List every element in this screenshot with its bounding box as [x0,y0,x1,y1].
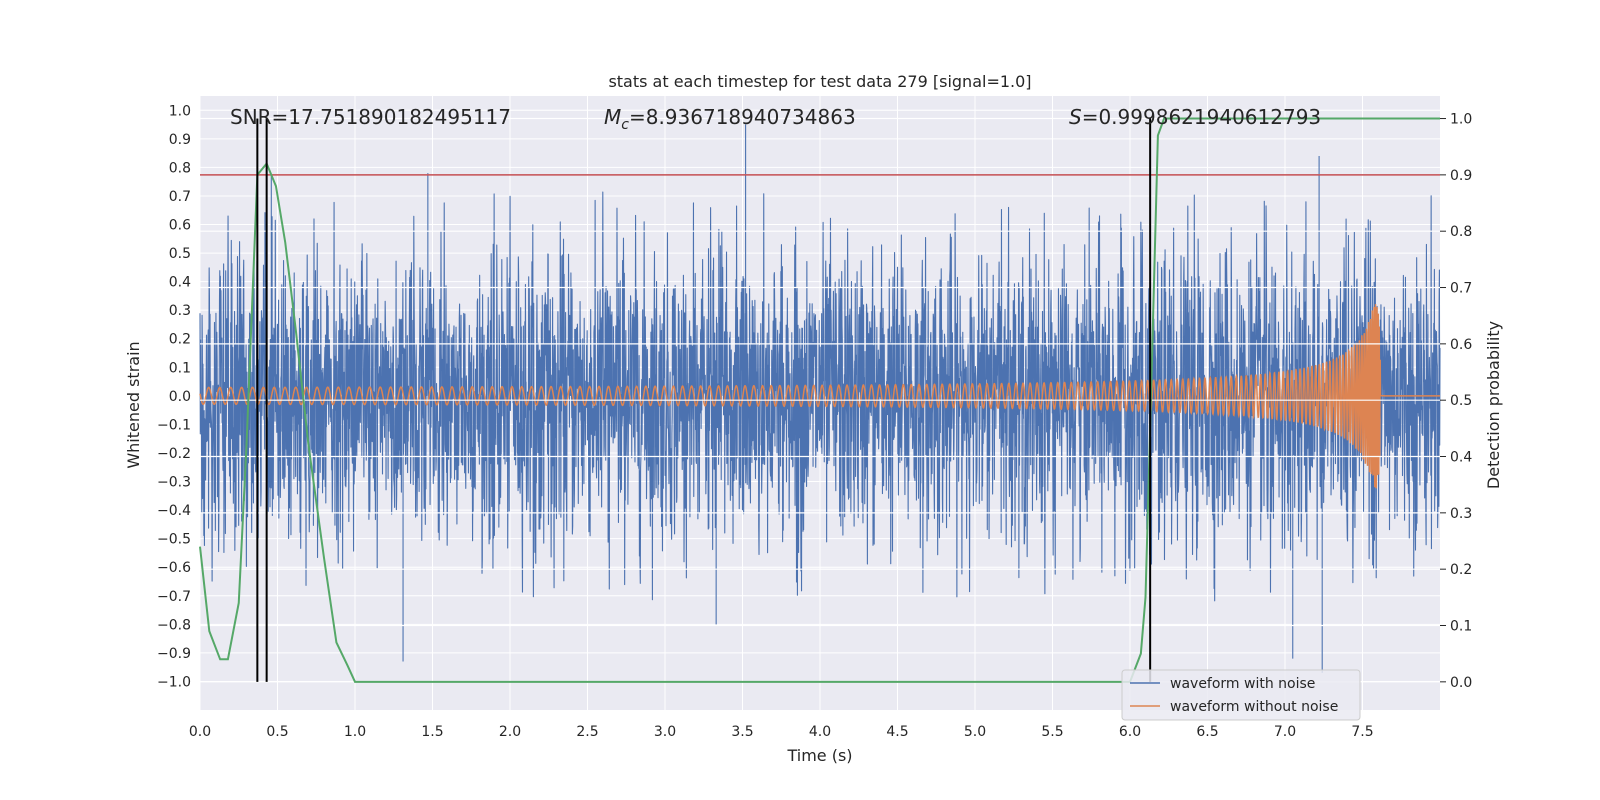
y-tick-label: −0.4 [157,503,191,519]
y-tick-label: 0.1 [169,360,191,376]
y-tick-label: 0.4 [169,275,191,291]
x-tick-label: 4.0 [809,724,831,740]
vertical-markers [256,118,1152,682]
x-tick-label: 3.5 [731,724,753,740]
annotation-chirp-mass: Mc=8.936718940734863 [604,105,856,133]
y-axis-label: Whitened strain [124,341,143,468]
annotation-snr: SNR=17.751890182495117 [230,105,511,129]
x-tick-label: 2.5 [576,724,598,740]
y-tick-label: −0.5 [157,532,191,548]
annotation-mc-value: =8.936718940734863 [629,105,856,129]
legend: waveform with noise waveform without noi… [1121,669,1361,721]
annotation-mc-symbol: M [604,105,621,129]
x-tick-label: 2.0 [499,724,521,740]
x-tick-label: 0.5 [266,724,288,740]
clean-waveform-line [199,304,1440,489]
y-tick-label: 0.0 [169,389,191,405]
x-tick-label: 5.0 [964,724,986,740]
chart-title: stats at each timestep for test data 279… [608,72,1031,91]
x-axis-label: Time (s) [786,746,852,765]
y2-tick-label: 0.9 [1450,168,1472,184]
y2-tick-label: 0.7 [1450,281,1472,297]
legend-label-clean: waveform without noise [1170,699,1338,715]
x-tick-label: 7.0 [1274,724,1296,740]
y-tick-label: −0.8 [157,617,191,633]
series-waveform-without-noise [199,304,1440,489]
y2-tick-label: 0.2 [1450,562,1472,578]
y-tick-label: 0.6 [169,218,191,234]
x-tick-label: 1.0 [344,724,366,740]
x-tick-label: 6.0 [1119,724,1141,740]
series-waveform-with-noise [199,124,1441,673]
y2-axis-ticks: 1.0 0.9 0.8 0.7 0.6 0.5 0.4 0.3 0.2 0.1 0.0 [1440,112,1472,691]
y2-axis-label: Detection probability [1484,321,1503,489]
x-tick-label: 4.5 [886,724,908,740]
x-tick-label: 6.5 [1196,724,1218,740]
legend-box [1121,669,1361,721]
y-tick-label: 0.8 [169,160,191,176]
y-tick-label: 0.5 [169,246,191,262]
detection-probability-line [199,117,1440,683]
y-tick-label: −0.1 [157,417,191,433]
y-axis-ticks: 1.0 0.9 0.8 0.7 0.6 0.5 0.4 0.3 0.2 0.1 0.0 −0.1 −0.… [157,103,191,690]
y2-tick-label: 0.8 [1450,224,1472,240]
x-tick-label: 5.5 [1041,724,1063,740]
annotation-s-symbol: S [1069,105,1082,129]
x-tick-label: 1.5 [421,724,443,740]
y-tick-label: 0.7 [169,189,191,205]
y-tick-label: −0.6 [157,560,191,576]
y-tick-label: 1.0 [169,103,191,119]
x-tick-label: 7.5 [1351,724,1373,740]
y-tick-label: 0.3 [169,303,191,319]
y2-tick-label: 0.0 [1450,675,1472,691]
x-tick-label: 3.0 [654,724,676,740]
x-axis-ticks: 0.0 0.5 1.0 1.5 2.0 2.5 3.0 3.5 4.0 4.5 5.0 5.5 6.0 6… [189,724,1374,740]
y-tick-label: −0.7 [157,589,191,605]
x-tick-label: 0.0 [189,724,211,740]
y-tick-label: −0.2 [157,446,191,462]
y-tick-label: 0.9 [169,132,191,148]
y-tick-label: 0.2 [169,332,191,348]
y2-tick-label: 0.5 [1450,393,1472,409]
y2-tick-label: 0.4 [1450,450,1472,466]
y2-tick-label: 0.1 [1450,619,1472,635]
annotation-s-value: =0.9998621940612793 [1082,105,1321,129]
y2-tick-label: 1.0 [1450,112,1472,128]
y-tick-label: −1.0 [157,674,191,690]
y2-tick-label: 0.3 [1450,506,1472,522]
annotation-mc-subscript: c [621,117,629,133]
noise-waveform-line [199,124,1441,673]
y2-tick-label: 0.6 [1450,337,1472,353]
series-detection-probability [199,117,1440,683]
annotation-score: S=0.9998621940612793 [1069,105,1321,129]
y-tick-label: −0.3 [157,475,191,491]
y-tick-label: −0.9 [157,646,191,662]
legend-label-noise: waveform with noise [1170,676,1315,692]
